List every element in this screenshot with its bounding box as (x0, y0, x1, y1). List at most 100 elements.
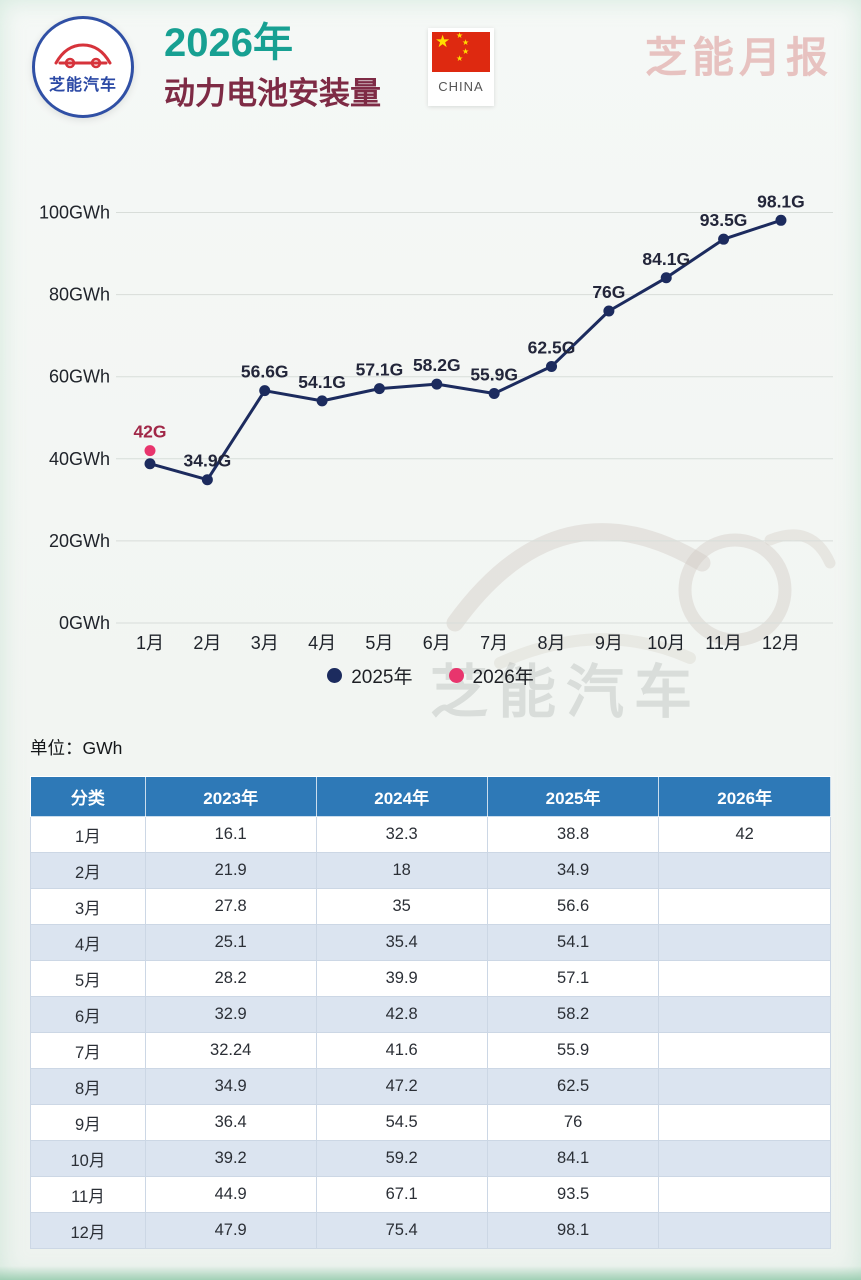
table-cell: 6月 (30, 996, 146, 1033)
table-cell: 41.6 (315, 1032, 488, 1069)
table-cell: 28.2 (144, 960, 317, 997)
bottom-edge-glow (0, 1266, 861, 1280)
table-cell (658, 996, 831, 1033)
table-row: 6月 32.9 42.8 58.2 (30, 996, 831, 1033)
data-point (259, 385, 271, 397)
table-cell: 5月 (30, 960, 146, 997)
x-tick-label: 5月 (365, 633, 393, 653)
table-cell: 4月 (30, 924, 146, 961)
x-tick-label: 8月 (538, 633, 566, 653)
table-cell: 32.24 (144, 1032, 317, 1069)
data-point-label: 93.5G (700, 210, 748, 230)
table-body: 1月 16.1 32.3 38.8 42 2月 21.9 18 34.9 3月 27.8 35 56.6… (30, 816, 831, 1249)
table-cell: 54.1 (486, 924, 660, 961)
table-cell: 34.9 (144, 1068, 317, 1105)
table-cell: 34.9 (486, 852, 660, 889)
table-cell: 25.1 (144, 924, 317, 961)
x-tick-label: 12月 (762, 633, 800, 653)
table-cell: 62.5 (486, 1068, 660, 1105)
table-header-cell: 2026年 (658, 776, 831, 817)
table-cell: 59.2 (315, 1140, 488, 1177)
table-row: 10月 39.2 59.2 84.1 (30, 1140, 831, 1177)
table-cell (658, 852, 831, 889)
data-point-label: 84.1G (642, 249, 690, 269)
table-row: 11月 44.9 67.1 93.5 (30, 1176, 831, 1213)
x-tick-label: 4月 (308, 633, 336, 653)
table-cell: 54.5 (315, 1104, 488, 1141)
flag-caption: CHINA (438, 79, 484, 94)
x-tick-label: 10月 (647, 633, 685, 653)
table-row: 8月 34.9 47.2 62.5 (30, 1068, 831, 1105)
brand-logo: 芝能汽车 (32, 16, 134, 118)
flag-star-icon: ★ (456, 54, 464, 63)
table-cell: 11月 (30, 1176, 146, 1213)
car-icon (54, 43, 112, 69)
table-cell: 67.1 (315, 1176, 488, 1213)
y-tick-label: 100GWh (39, 203, 110, 223)
y-tick-label: 40GWh (49, 449, 110, 469)
units-label: 单位：GWh (30, 738, 123, 758)
data-point-label: 62.5G (528, 337, 576, 357)
table-cell (658, 1140, 831, 1177)
masthead-title: 芝能月报 (644, 34, 833, 81)
table-cell: 21.9 (144, 852, 317, 889)
data-point-label: 76G (592, 282, 625, 302)
x-tick-label: 6月 (423, 633, 451, 653)
table-cell: 1月 (30, 816, 146, 853)
table-cell: 47.9 (144, 1212, 317, 1249)
legend-item: 2026年 (448, 662, 534, 689)
legend-item: 2025年 (327, 662, 413, 689)
table-cell (658, 1104, 831, 1141)
table-cell: 47.2 (315, 1068, 488, 1105)
china-flag-card: ★ ★ ★ ★ ★ CHINA (428, 28, 494, 106)
data-point-label: 56.6G (241, 362, 289, 382)
table-cell: 56.6 (486, 888, 660, 925)
data-point-label: 98.1G (757, 191, 805, 211)
table-row: 7月 32.24 41.6 55.9 (30, 1032, 831, 1069)
series-line (149, 218, 782, 482)
table-cell: 12月 (30, 1212, 146, 1249)
legend-dot-icon (327, 668, 343, 683)
table-cell (658, 1032, 831, 1069)
table-cell (658, 1068, 831, 1105)
data-point (718, 233, 730, 245)
report-title: 2026年 动力电池安装量 (164, 22, 381, 113)
table-cell: 75.4 (315, 1212, 488, 1249)
data-point (431, 378, 443, 390)
data-point-label: 42G (133, 422, 166, 442)
table-row: 9月 36.4 54.5 76 (30, 1104, 831, 1141)
data-point (603, 305, 615, 317)
legend-dot-icon (448, 668, 464, 683)
y-tick-label: 0GWh (59, 613, 110, 633)
table-cell: 18 (315, 852, 488, 889)
x-tick-label: 11月 (705, 633, 742, 653)
table-cell: 2月 (30, 852, 146, 889)
chart-legend: 2025年 2026年 (0, 662, 861, 689)
flag-star-icon: ★ (435, 32, 451, 51)
x-tick-label: 7月 (480, 633, 508, 653)
table-header-cell: 2024年 (315, 776, 488, 817)
table-cell: 9月 (30, 1104, 146, 1141)
flag-star-icon: ★ (462, 38, 470, 47)
table-cell (658, 924, 831, 961)
table-cell: 44.9 (144, 1176, 317, 1213)
flag-star-icon: ★ (462, 47, 470, 56)
table-cell: 98.1 (486, 1212, 660, 1249)
table-cell: 8月 (30, 1068, 146, 1105)
table-cell: 7月 (30, 1032, 146, 1069)
table-row: 4月 25.1 35.4 54.1 (30, 924, 831, 961)
flag-star-icon: ★ (456, 32, 464, 40)
table-cell: 76 (486, 1104, 660, 1141)
watermark-text: 芝能汽车 (430, 660, 703, 725)
table-cell: 38.8 (486, 816, 660, 853)
data-point (546, 360, 558, 372)
table-cell: 57.1 (486, 960, 660, 997)
y-tick-label: 20GWh (49, 531, 110, 551)
table-header-row: 分类 2023年 2024年 2025年 2026年 (30, 776, 831, 817)
table-cell: 58.2 (486, 996, 660, 1033)
table-cell (658, 888, 831, 925)
table-cell: 39.9 (315, 960, 488, 997)
table-row: 1月 16.1 32.3 38.8 42 (30, 816, 831, 853)
data-point (144, 445, 156, 457)
table-cell: 16.1 (144, 816, 317, 853)
